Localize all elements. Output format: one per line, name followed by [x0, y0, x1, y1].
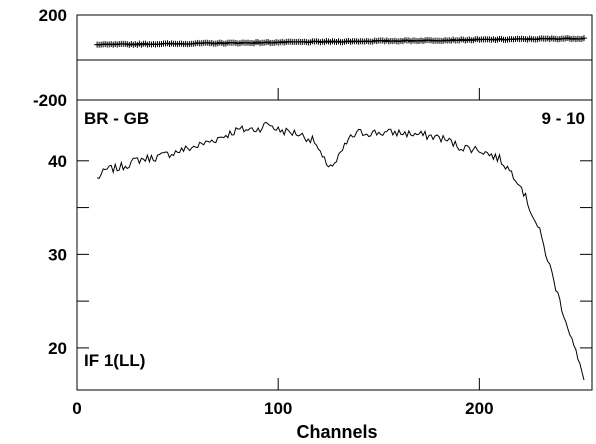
phase-panel: 200 -200	[33, 6, 593, 110]
y-tick-label: 20	[48, 339, 67, 358]
x-tick-label: 100	[264, 399, 292, 418]
scan-label: 9 - 10	[542, 109, 585, 128]
x-tick-label: 0	[72, 399, 81, 418]
x-axis-title: Channels	[296, 422, 377, 442]
x-tick-label: 200	[465, 399, 493, 418]
amplitude-axis-ticks: 20 30 40 0 100 200	[48, 88, 592, 418]
y-tick-label: 30	[48, 245, 67, 264]
phase-series	[94, 35, 587, 48]
phase-tick-label: 200	[39, 6, 67, 25]
if-label: IF 1(LL)	[84, 351, 145, 370]
amplitude-series-line	[96, 121, 585, 381]
phase-marker	[580, 35, 587, 42]
baseline-label: BR - GB	[84, 109, 149, 128]
amplitude-panel: 20 30 40 0 100 200	[48, 88, 593, 418]
phase-axis-ticks: 200 -200	[33, 6, 67, 110]
y-tick-label: 40	[48, 152, 67, 171]
phase-tick-label: -200	[33, 91, 67, 110]
phase-panel-frame	[76, 14, 593, 101]
amplitude-panel-frame	[76, 99, 593, 391]
